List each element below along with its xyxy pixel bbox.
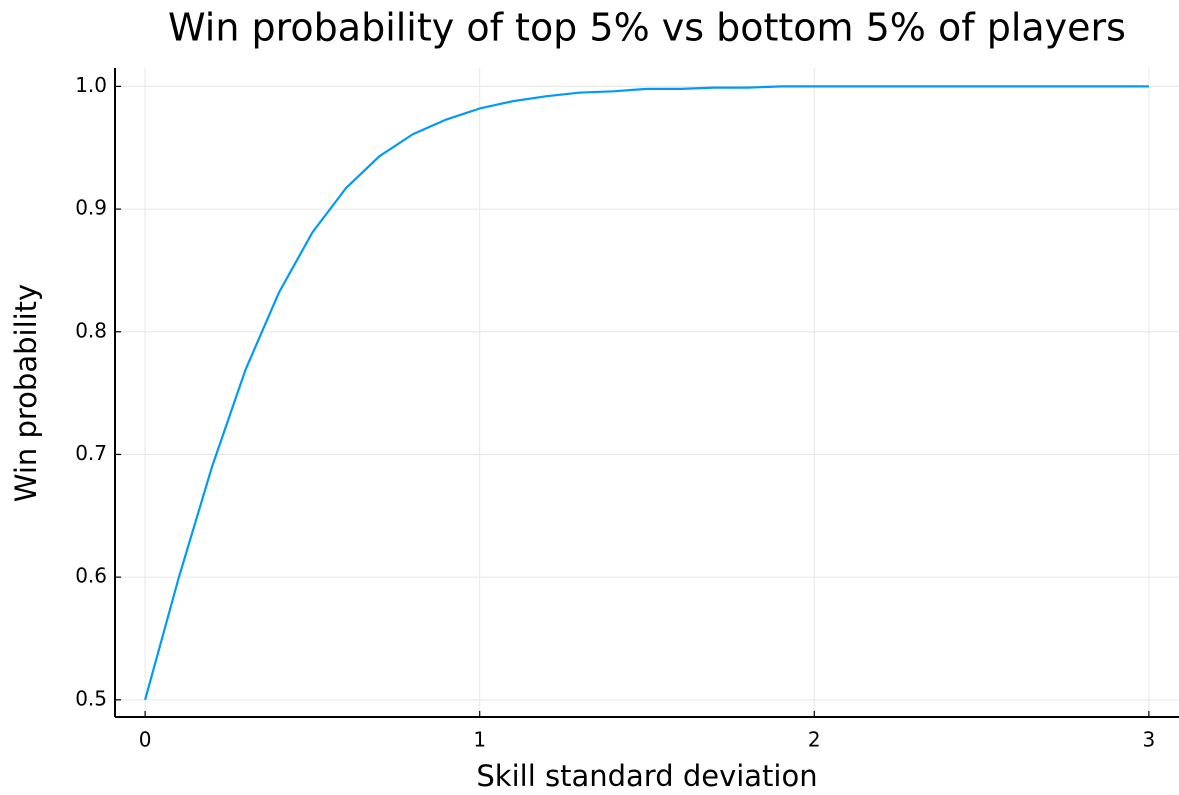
x-tick-label: 0 — [139, 728, 152, 752]
y-tick-label: 0.6 — [75, 564, 107, 588]
y-tick-label: 0.5 — [75, 686, 107, 710]
x-axis-label: Skill standard deviation — [476, 759, 817, 793]
chart-title: Win probability of top 5% vs bottom 5% o… — [168, 6, 1126, 50]
y-tick-label: 1.0 — [75, 73, 107, 97]
y-tick-label: 0.7 — [75, 441, 107, 465]
y-axis-label: Win probability — [9, 284, 43, 502]
x-tick-label: 2 — [808, 728, 821, 752]
x-tick-label: 1 — [473, 728, 486, 752]
y-tick-label: 0.9 — [75, 196, 107, 220]
y-tick-label: 0.8 — [75, 318, 107, 342]
line — [144, 85, 1149, 701]
x-tick-label: 3 — [1143, 728, 1156, 752]
